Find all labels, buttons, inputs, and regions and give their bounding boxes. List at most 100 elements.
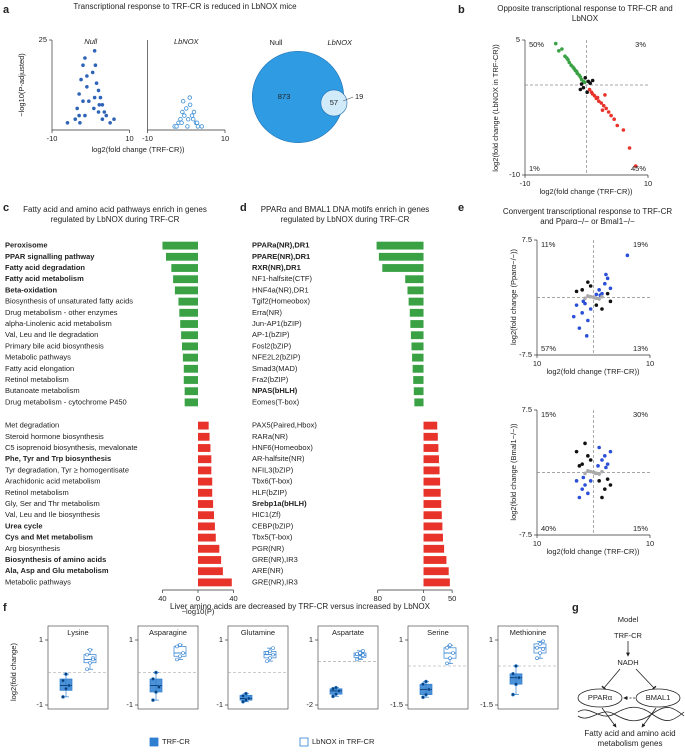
bar (183, 376, 198, 384)
category-label: Tbx5(T-box) (252, 533, 293, 542)
category-label: Metabolic pathways (5, 353, 71, 362)
x-axis-label: log2(fold change (TRF-CR)) (547, 547, 640, 556)
point (178, 643, 182, 647)
point (511, 671, 515, 676)
y-tick-label: -1.5 (390, 700, 403, 709)
point (85, 667, 89, 672)
point (112, 117, 116, 121)
bar (382, 264, 424, 272)
set-name: Null (270, 38, 283, 47)
y-tick-label: 7.5 (522, 405, 532, 414)
x-tick-label: 50 (448, 594, 456, 603)
point (599, 101, 604, 105)
point (195, 124, 201, 129)
chart-title: PPARα and BMAL1 DNA motifs enrich in gen… (260, 205, 430, 224)
point (597, 288, 601, 292)
y-tick-label: -2 (306, 700, 313, 709)
point (605, 477, 610, 481)
point (331, 686, 335, 691)
bar (182, 342, 198, 351)
category-label: PAX5(Paired,Hbox) (252, 421, 317, 430)
point (271, 652, 275, 657)
point (579, 82, 584, 86)
x-tick-label: 10 (221, 134, 229, 143)
point (61, 678, 65, 683)
point (427, 687, 431, 692)
bar (410, 331, 424, 340)
bar (182, 353, 198, 362)
bar (198, 466, 212, 475)
x-tick-label: -10 (520, 179, 531, 188)
bar (423, 421, 438, 430)
bar (423, 466, 440, 475)
inhibition (601, 668, 621, 691)
category-label: Fra2(bZIP) (252, 375, 289, 384)
point (77, 113, 81, 118)
x-tick-label: 40 (229, 594, 237, 603)
point (597, 479, 601, 483)
y-tick-label: -1.5 (480, 700, 493, 709)
point (603, 93, 607, 97)
facet-name: Asparagine (149, 628, 187, 637)
category-label: HLF(bZIP) (252, 488, 288, 497)
bar (412, 353, 424, 362)
y-tick-label: 1 (489, 635, 493, 644)
facet-name: Serine (427, 628, 449, 637)
point (187, 95, 192, 100)
facet-frame (47, 625, 109, 710)
bar (423, 578, 450, 587)
point (586, 318, 590, 323)
category-label: Arachidonic acid metabolism (5, 477, 100, 486)
point (574, 479, 579, 483)
bar (414, 398, 424, 407)
bar (174, 286, 198, 295)
bar (423, 500, 442, 508)
y-tick-label: 1 (309, 635, 313, 644)
category-label: Primary bile acid biosynthesis (5, 341, 104, 350)
point (600, 307, 604, 311)
category-label: Fatty acid degradation (5, 263, 85, 272)
category-label: RXR(NR),DR1 (252, 263, 301, 272)
node-shape (635, 688, 681, 708)
point (605, 291, 610, 296)
point (588, 479, 593, 483)
category-label: Biosynthesis of amino acids (5, 555, 106, 564)
point (582, 80, 587, 85)
point (586, 294, 590, 298)
diagram-title: Model (618, 615, 639, 624)
bar (423, 556, 447, 564)
point (604, 272, 608, 277)
point (597, 472, 601, 476)
category-label: Val, Leu and Ile biosynthesis (5, 510, 100, 519)
quadrant-label: 57% (541, 344, 556, 353)
category-label: GRE(NR),IR3 (252, 577, 298, 586)
point (79, 77, 83, 82)
quadrant-label: 40% (541, 524, 556, 533)
x-tick-label: 80 (374, 594, 382, 603)
point (581, 475, 586, 480)
point (154, 690, 158, 694)
bar (162, 241, 198, 250)
point (574, 289, 579, 294)
point (580, 288, 584, 292)
x-tick-label: 40 (158, 594, 166, 603)
dna-strand (577, 706, 685, 721)
point (621, 128, 626, 132)
category-label: PGR(NR) (252, 544, 285, 553)
panel-letter: e (458, 202, 464, 214)
point (97, 103, 102, 107)
point (565, 56, 569, 60)
point (85, 652, 89, 657)
point (560, 47, 564, 51)
point (448, 643, 452, 648)
node-label: TRF-CR (614, 631, 642, 640)
x-tick-label: -10 (142, 134, 153, 143)
x-tick-label: 10 (646, 359, 654, 368)
point (271, 646, 275, 650)
point (586, 280, 590, 284)
category-label: alpha-Linolenic acid metabolism (5, 319, 112, 328)
point (597, 99, 601, 103)
y-axis-label: log2(fold change (Pparα−/−)) (509, 248, 518, 345)
point (625, 253, 630, 258)
